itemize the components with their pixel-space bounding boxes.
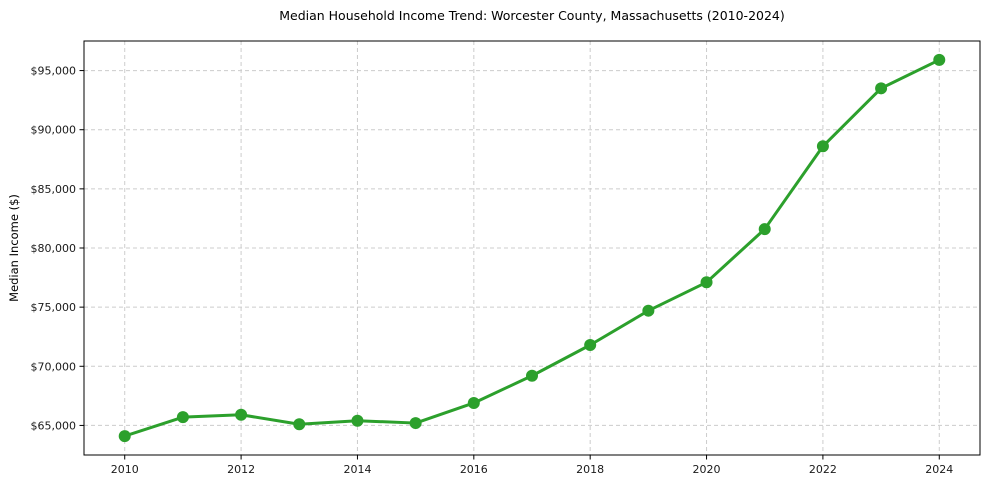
y-axis-label: Median Income ($)	[7, 194, 21, 302]
data-point	[526, 369, 538, 382]
y-tick-label: $85,000	[31, 183, 77, 196]
x-tick-label: 2024	[925, 463, 953, 476]
chart-title: Median Household Income Trend: Worcester…	[279, 8, 785, 23]
data-point	[467, 396, 480, 409]
x-tick-label: 2022	[809, 463, 837, 476]
data-point	[933, 53, 946, 66]
x-tick-label: 2016	[460, 463, 488, 476]
x-tick-label: 2018	[576, 463, 604, 476]
data-point	[758, 223, 771, 236]
data-point	[351, 414, 364, 427]
data-point	[816, 140, 829, 153]
y-tick-label: $75,000	[31, 301, 77, 314]
x-tick-label: 2012	[227, 463, 255, 476]
data-point	[642, 304, 655, 317]
data-point	[118, 430, 131, 443]
data-point	[700, 276, 713, 289]
data-point	[235, 408, 248, 421]
data-point	[293, 418, 306, 431]
y-tick-label: $65,000	[31, 419, 77, 432]
y-tick-label: $80,000	[31, 242, 77, 255]
data-point	[584, 338, 597, 351]
y-tick-label: $90,000	[31, 124, 77, 137]
data-point	[875, 82, 888, 95]
y-tick-label: $70,000	[31, 360, 77, 373]
data-point	[176, 411, 189, 424]
y-tick-label: $95,000	[31, 65, 77, 78]
x-tick-label: 2010	[111, 463, 139, 476]
data-point	[409, 417, 422, 430]
x-tick-label: 2020	[693, 463, 721, 476]
x-tick-label: 2014	[343, 463, 371, 476]
